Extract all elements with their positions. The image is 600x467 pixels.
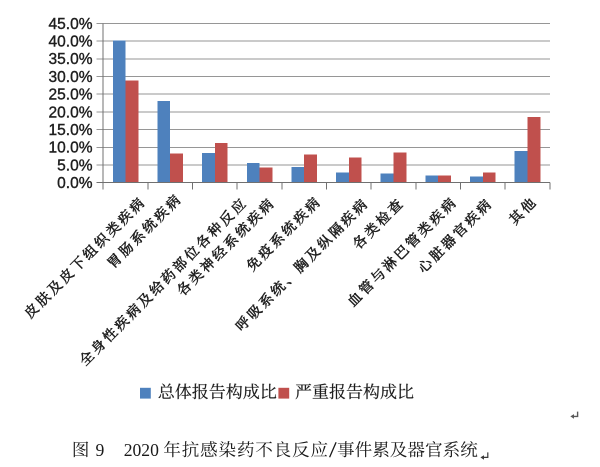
svg-text:40.0%: 40.0% — [49, 34, 93, 51]
svg-text:0.0%: 0.0% — [57, 175, 93, 192]
svg-text:15.0%: 15.0% — [49, 122, 93, 139]
svg-text:30.0%: 30.0% — [49, 69, 93, 86]
svg-text:20.0%: 20.0% — [49, 104, 93, 121]
svg-text:9: 9 — [96, 440, 105, 460]
svg-text:10.0%: 10.0% — [49, 140, 93, 157]
svg-text:5.0%: 5.0% — [57, 157, 93, 174]
svg-text:35.0%: 35.0% — [49, 51, 93, 68]
svg-text:2020: 2020 — [124, 440, 159, 460]
svg-text:45.0%: 45.0% — [49, 16, 93, 33]
svg-text:25.0%: 25.0% — [49, 87, 93, 104]
